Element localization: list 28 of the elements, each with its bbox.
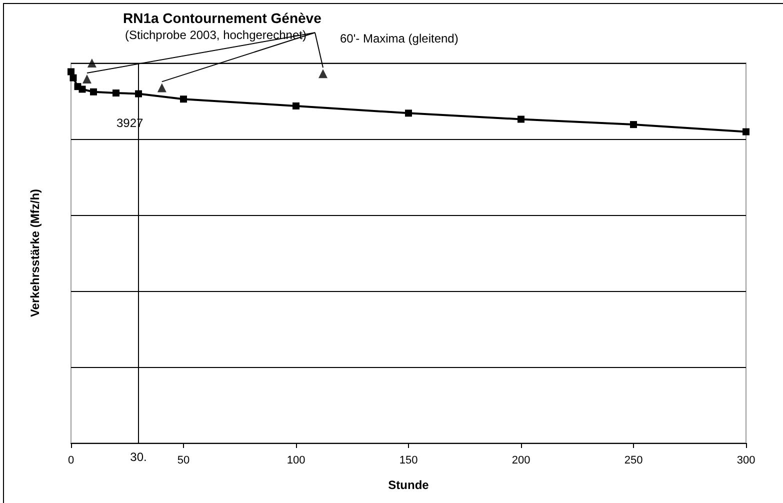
x-tick-label: 50 [177,454,190,466]
x-tick-label: 200 [512,454,530,466]
point [70,74,77,82]
point [78,86,86,93]
point [630,121,637,128]
x-tick-label: 100 [286,454,306,466]
point [90,88,97,96]
point [68,68,74,76]
x-tick-label: 150 [399,454,418,466]
point [112,90,120,97]
point [292,102,300,110]
x-tick-label: 300 [736,454,756,466]
ref-line-label: 30. [130,450,147,464]
x-axis-title: Stunde [388,478,430,492]
text: 60'- Maxima (gleitend) [340,32,458,46]
point [180,96,187,103]
point [318,69,328,78]
point [87,58,96,68]
point [157,83,166,92]
x-tick-label: 250 [624,454,643,466]
x-tick-label: 0 [68,454,74,466]
point [82,74,92,84]
point [742,128,750,136]
point [518,116,524,123]
point [405,110,412,117]
chart-subtitle: (Stichprobe 2003, hochgerechnet) [125,28,306,42]
chart-title: RN1a Contournement Génève [123,10,322,26]
y-axis-title: Verkehrsstärke (Mfz/h) [28,188,42,318]
